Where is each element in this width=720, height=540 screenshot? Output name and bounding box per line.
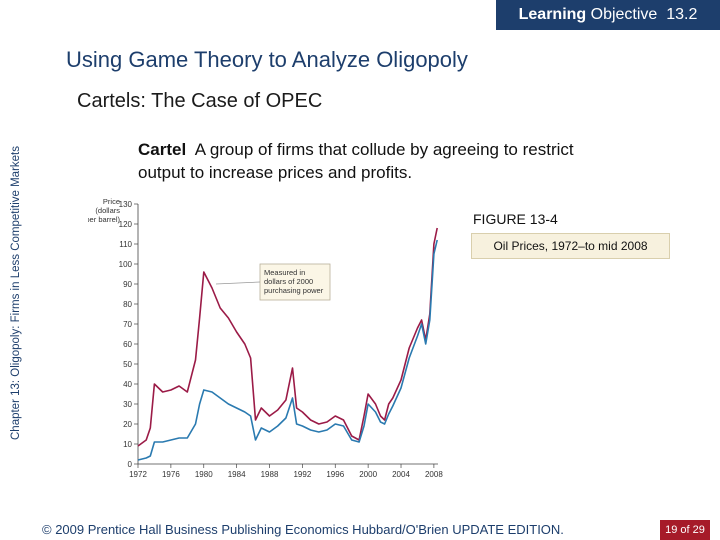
y-tick-label: 70 (123, 320, 132, 329)
y-tick-label: 0 (128, 460, 133, 469)
y-tick-label: 30 (123, 400, 132, 409)
y-tick-label: 130 (119, 200, 133, 209)
oil-price-chart: Price (dollars per barrel) Measured in doll… (88, 197, 443, 479)
figure-label: FIGURE 13-4 (473, 211, 558, 227)
real-price-line (137, 227, 438, 447)
x-tick-label: 1992 (293, 470, 311, 479)
annotation-box (259, 263, 331, 301)
page-number: 19 of 29 (660, 520, 710, 540)
definition-term: Cartel (138, 140, 187, 159)
y-tick-label: 20 (123, 420, 132, 429)
slide-title: Using Game Theory to Analyze Oligopoly (66, 47, 468, 72)
definition-text: A group of firms that collude by agreein… (138, 140, 579, 182)
y-axis-label: Price (dollars per barrel) (88, 197, 120, 224)
badge-bold: Learning (518, 6, 587, 23)
x-tick-label: 1996 (326, 470, 344, 479)
x-tick-label: 1984 (228, 470, 246, 479)
y-tick-label: 110 (119, 240, 132, 249)
annotation-text: Measured in dollars of 2000 purchasing pow… (264, 268, 324, 295)
x-tick-label: 2004 (392, 470, 410, 479)
y-tick-label: 40 (123, 380, 132, 389)
y-tick-label: 80 (123, 300, 132, 309)
cartel-definition: Cartel A group of firms that collude by … (138, 138, 588, 184)
x-tick-label: 2000 (359, 470, 377, 479)
badge-rest: Objective 13.2 (586, 6, 698, 23)
y-tick-label: 50 (123, 360, 132, 369)
x-tick-label: 1972 (129, 470, 147, 479)
y-tick-label: 60 (123, 340, 132, 349)
nominal-price-line (137, 239, 438, 461)
footer-copyright: © 2009 Prentice Hall Business Publishing… (42, 522, 564, 537)
x-tick-label: 1988 (261, 470, 279, 479)
x-tick-label: 2008 (425, 470, 443, 479)
slide-subtitle: Cartels: The Case of OPEC (77, 90, 323, 112)
y-tick-label: 90 (123, 280, 132, 289)
annotation-leader (215, 281, 261, 285)
chapter-side-text: Chapter 13: Oligopoly: Firms in Less Com… (10, 145, 22, 440)
y-tick-label: 100 (119, 260, 133, 269)
y-tick-label: 10 (123, 440, 132, 449)
x-tick-label: 1976 (162, 470, 180, 479)
figure-caption: Oil Prices, 1972–to mid 2008 (471, 233, 670, 259)
chapter-side-label: Chapter 13: Oligopoly: Firms in Less Com… (6, 110, 26, 475)
y-tick-label: 120 (119, 220, 133, 229)
x-tick-label: 1980 (195, 470, 213, 479)
learning-objective-badge: Learning Objective 13.2 (496, 0, 720, 30)
